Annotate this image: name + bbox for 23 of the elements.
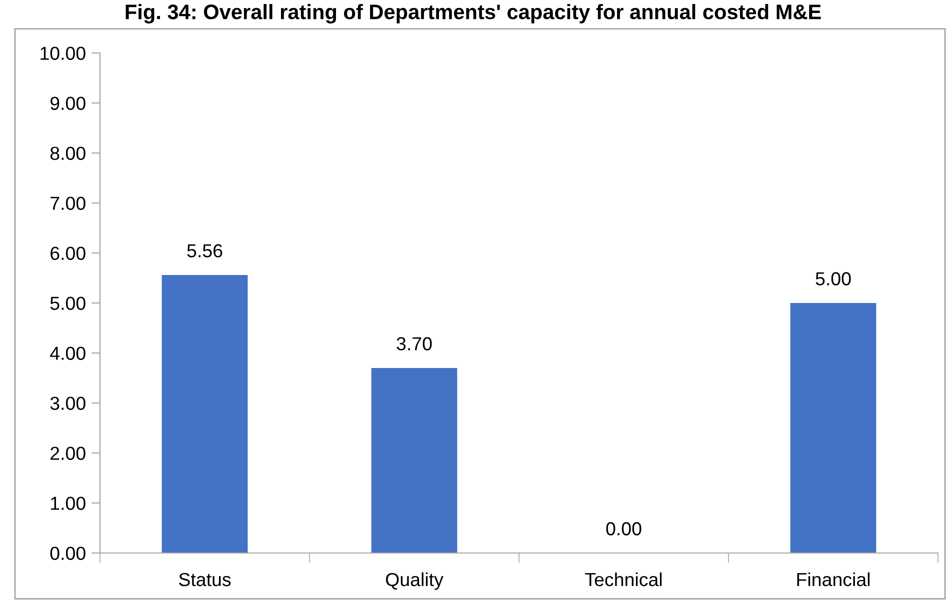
data-label: 5.00: [816, 272, 851, 286]
y-tick-label: 6.00: [50, 246, 86, 260]
y-tick-label: 7.00: [50, 196, 86, 210]
y-tick-label: 2.00: [50, 446, 86, 460]
y-tick-label: 10.00: [40, 46, 86, 60]
y-tick-label: 5.00: [50, 296, 86, 310]
bar: [371, 368, 458, 553]
y-tick-label: 8.00: [50, 146, 86, 160]
y-tick-label: 1.00: [51, 496, 86, 510]
x-tick-label: Quality: [386, 572, 444, 590]
chart-title: Fig. 34: Overall rating of Departments' capacity for annual costed M&E: [126, 4, 821, 24]
y-tick-label: 4.00: [50, 346, 86, 360]
data-label: 3.70: [396, 337, 432, 350]
bar: [162, 275, 248, 553]
y-tick-label: 9.00: [50, 96, 86, 110]
y-tick-label: 0.00: [50, 546, 86, 560]
bar: [790, 303, 876, 553]
x-tick-label: Technical: [585, 572, 662, 586]
data-label: 0.00: [606, 522, 642, 536]
y-tick-label: 3.00: [50, 396, 86, 410]
x-tick-label: Status: [179, 572, 231, 586]
x-tick-label: Financial: [797, 572, 870, 586]
data-label: 5.56: [187, 244, 222, 258]
